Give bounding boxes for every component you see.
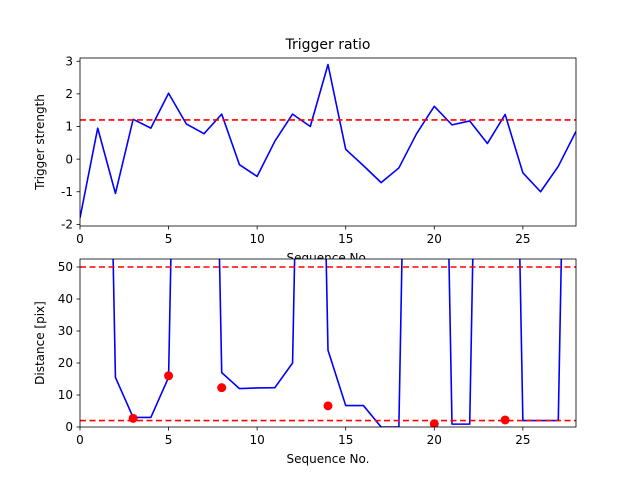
series-line-0 bbox=[80, 63, 576, 218]
axes-frame bbox=[79, 258, 577, 428]
plot-content bbox=[80, 259, 576, 427]
data-point bbox=[323, 401, 333, 411]
y-tick-label: 10 bbox=[58, 388, 73, 402]
y-tick-label: 0 bbox=[65, 420, 73, 434]
y-axis-label: Distance [pix] bbox=[33, 301, 47, 385]
x-axis-label: Sequence No. bbox=[287, 452, 370, 466]
y-tick-label: 1 bbox=[65, 120, 73, 134]
x-tick-label: 0 bbox=[76, 433, 84, 447]
data-point bbox=[500, 415, 510, 425]
y-tick-label: -1 bbox=[61, 185, 73, 199]
y-axis-label: Trigger strength bbox=[33, 94, 47, 191]
data-point bbox=[217, 383, 227, 393]
y-tick-label: 20 bbox=[58, 356, 73, 370]
x-tick-label: 10 bbox=[250, 433, 265, 447]
x-tick-label: 5 bbox=[165, 232, 173, 246]
x-tick-label: 25 bbox=[515, 433, 530, 447]
y-tick-label: -2 bbox=[61, 218, 73, 232]
x-tick-label: 10 bbox=[250, 232, 265, 246]
series-line-0 bbox=[112, 259, 563, 427]
x-tick-label: 15 bbox=[338, 232, 353, 246]
x-tick-label: 15 bbox=[338, 433, 353, 447]
y-tick-label: 30 bbox=[58, 324, 73, 338]
x-tick-label: 25 bbox=[515, 232, 530, 246]
x-tick-label: 20 bbox=[427, 433, 442, 447]
y-tick-label: 50 bbox=[58, 260, 73, 274]
plot-content bbox=[80, 63, 576, 218]
x-tick-label: 0 bbox=[76, 232, 84, 246]
data-point bbox=[164, 371, 174, 381]
data-point bbox=[128, 413, 138, 423]
y-tick-label: 40 bbox=[58, 292, 73, 306]
x-tick-label: 5 bbox=[165, 433, 173, 447]
distance-plot: 0 5 10 15 20 25 0 10 20 30 40 50 Sequence No. Distanc… bbox=[33, 258, 577, 466]
axes-frame bbox=[79, 57, 577, 227]
plot-area bbox=[80, 58, 576, 226]
y-tick-label: 0 bbox=[65, 152, 73, 166]
chart-title: Trigger ratio bbox=[284, 37, 370, 53]
x-tick-label: 20 bbox=[427, 232, 442, 246]
y-tick-label: 3 bbox=[65, 54, 73, 68]
y-tick-label: 2 bbox=[65, 87, 73, 101]
data-point bbox=[429, 419, 439, 427]
